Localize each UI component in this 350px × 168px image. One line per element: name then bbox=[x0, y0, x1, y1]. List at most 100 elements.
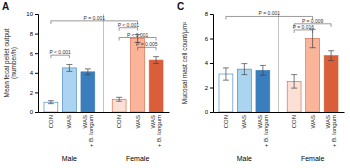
y-tick-label: 6 bbox=[205, 36, 209, 42]
y-tick-label: 0 bbox=[205, 109, 209, 115]
bar bbox=[81, 72, 95, 112]
y-tick-label: 2 bbox=[205, 85, 209, 91]
group-separator bbox=[278, 14, 279, 112]
y-tick-mark bbox=[35, 14, 38, 15]
chart-canvas: 0246810MaleFemaleCONWASWAS+ B. longumCON… bbox=[0, 0, 350, 168]
category-label: WAS bbox=[310, 115, 316, 128]
significance-label: P = 0.009 bbox=[302, 18, 324, 24]
significance-label: P = 0.001 bbox=[259, 10, 281, 16]
significance-bracket bbox=[138, 47, 156, 50]
error-bar bbox=[85, 69, 91, 75]
y-tick-label: 10 bbox=[26, 11, 33, 17]
error-bar bbox=[116, 97, 122, 101]
y-tick: 4 bbox=[30, 70, 38, 76]
significance-label: P = 0.016 bbox=[293, 24, 315, 30]
y-tick: 0 bbox=[30, 109, 38, 115]
text-line: + B. longum bbox=[156, 115, 162, 147]
significance-bracket bbox=[226, 16, 313, 19]
category-label: CON bbox=[291, 115, 297, 128]
error-bar bbox=[260, 65, 266, 75]
x-group-tick: Male bbox=[237, 155, 252, 162]
panel-title: C bbox=[177, 1, 184, 12]
text-line: + B. longum bbox=[88, 115, 94, 147]
y-tick: 6 bbox=[30, 51, 38, 57]
x-axis-line bbox=[214, 112, 345, 113]
text-line: CON bbox=[291, 115, 297, 128]
group-label: Male bbox=[237, 155, 252, 162]
category-label: WAS+ B. longum bbox=[82, 115, 95, 147]
group-label: Female bbox=[301, 155, 324, 162]
bar bbox=[237, 69, 251, 112]
panel-title: A bbox=[2, 1, 9, 12]
y-tick-mark bbox=[210, 63, 213, 64]
significance-bracket bbox=[119, 38, 156, 41]
y-tick-mark bbox=[210, 112, 213, 113]
y-tick-mark bbox=[35, 92, 38, 93]
category-label: WAS bbox=[135, 115, 141, 128]
text-line: (number/h) bbox=[10, 47, 18, 79]
x-group-tick: Male bbox=[62, 155, 77, 162]
y-tick-mark bbox=[210, 88, 213, 89]
error-bar bbox=[291, 75, 297, 88]
text-line: WAS bbox=[150, 115, 156, 128]
error-bar bbox=[223, 68, 229, 80]
category-label: WAS bbox=[241, 115, 247, 128]
y-axis-title: Mucosal mast cell count/μm² bbox=[181, 21, 189, 104]
error-bar bbox=[328, 51, 334, 61]
significance-label: P = 0.005 bbox=[136, 41, 158, 47]
y-tick: 6 bbox=[205, 36, 213, 42]
group-separator bbox=[103, 14, 104, 112]
text-line: WAS bbox=[82, 115, 88, 128]
y-tick-mark bbox=[35, 34, 38, 35]
y-tick-mark bbox=[35, 73, 38, 74]
text-line: WAS bbox=[66, 115, 72, 128]
text-line: WAS bbox=[241, 115, 247, 128]
text-line: CON bbox=[116, 115, 122, 128]
y-axis-line bbox=[210, 15, 214, 113]
text-line: Mucosal mast cell count/μm² bbox=[181, 21, 189, 104]
y-tick-label: 4 bbox=[205, 60, 209, 66]
x-axis: Male Female bbox=[214, 113, 345, 162]
x-group-tick: Female bbox=[126, 155, 149, 162]
category-label: WAS+ B. longum bbox=[257, 115, 270, 147]
y-tick-mark bbox=[35, 112, 38, 113]
x-axis-line bbox=[39, 112, 170, 113]
error-bar bbox=[153, 57, 159, 64]
significance-bracket bbox=[51, 55, 69, 58]
y-tick-mark bbox=[35, 53, 38, 54]
bar bbox=[306, 39, 320, 113]
text-line: CON bbox=[223, 115, 229, 128]
category-label: CON bbox=[48, 115, 54, 128]
y-tick-mark bbox=[210, 14, 213, 15]
text-line: CON bbox=[48, 115, 54, 128]
text-line: + B. longum bbox=[331, 115, 337, 147]
y-axis: 0246810 bbox=[26, 11, 38, 115]
bar bbox=[324, 56, 338, 112]
significance-label: P < 0.001 bbox=[118, 22, 140, 28]
text-line: WAS bbox=[135, 115, 141, 128]
x-group-tick: Female bbox=[301, 155, 324, 162]
significance-bracket bbox=[294, 30, 312, 33]
y-tick: 10 bbox=[26, 11, 38, 17]
y-tick: 8 bbox=[30, 31, 38, 37]
group-label: Female bbox=[126, 155, 149, 162]
category-label: CON bbox=[116, 115, 122, 128]
text-line: WAS bbox=[325, 115, 331, 128]
y-tick: 8 bbox=[205, 11, 213, 17]
significance-label: P < 0.001 bbox=[49, 49, 71, 55]
bar bbox=[256, 70, 270, 112]
panel: 0246810MaleFemaleCONWASWAS+ B. longumCON… bbox=[2, 1, 170, 162]
category-label: WAS+ B. longum bbox=[325, 115, 338, 147]
panel: 02468MaleFemaleCONWASWAS+ B. longumCONWA… bbox=[177, 1, 345, 162]
category-label: CON bbox=[223, 115, 229, 128]
bar bbox=[149, 60, 163, 112]
x-axis: Male Female bbox=[39, 113, 170, 162]
y-tick-label: 8 bbox=[30, 31, 34, 37]
significance-label: P = 0.001 bbox=[84, 15, 106, 21]
y-axis-line bbox=[35, 15, 39, 113]
group-label: Male bbox=[62, 155, 77, 162]
y-tick: 4 bbox=[205, 60, 213, 66]
y-tick-label: 6 bbox=[30, 51, 34, 57]
text-line: WAS bbox=[257, 115, 263, 128]
significance-label: P < 0.001 bbox=[127, 32, 149, 38]
